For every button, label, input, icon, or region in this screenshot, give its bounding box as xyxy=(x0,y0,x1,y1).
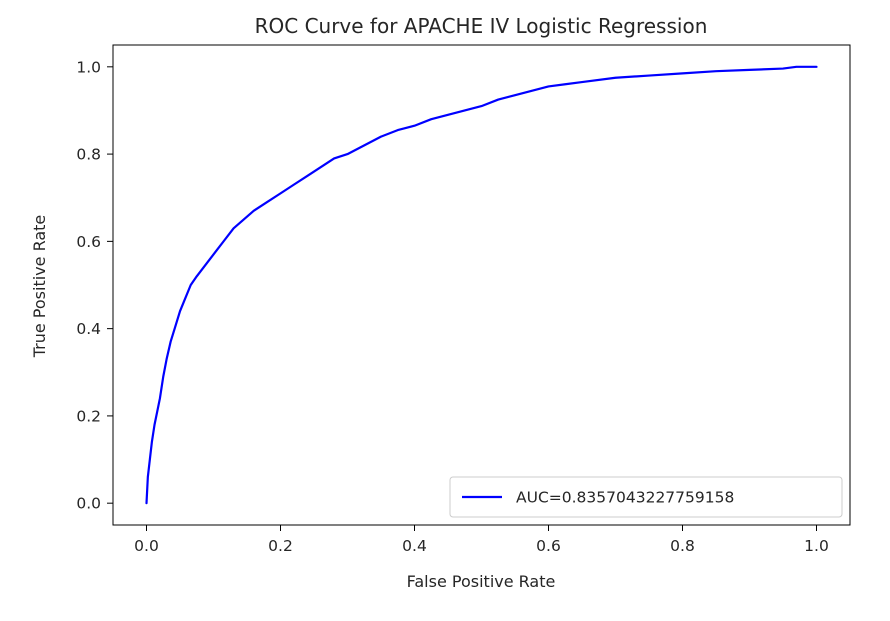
x-tick-label: 0.4 xyxy=(402,537,427,555)
x-axis-label: False Positive Rate xyxy=(407,572,556,591)
x-tick-label: 0.2 xyxy=(268,537,293,555)
legend: AUC=0.8357043227759158 xyxy=(449,476,843,518)
axes-frame xyxy=(112,44,851,526)
chart-title: ROC Curve for APACHE IV Logistic Regress… xyxy=(255,14,708,38)
y-tick-label: 0.6 xyxy=(76,233,101,251)
legend-label: AUC=0.8357043227759158 xyxy=(516,489,734,507)
y-tick-label: 1.0 xyxy=(76,58,101,76)
plot-area: 0.0 0.2 0.4 0.6 0.8 1.0 0.0 0.2 0.4 0.6 0.8 1.0 AUC=… xyxy=(76,44,851,555)
y-tick-label: 0.4 xyxy=(76,320,101,338)
y-tick-label: 0.2 xyxy=(76,407,101,425)
x-tick-label: 0.8 xyxy=(670,537,695,555)
legend-box xyxy=(449,476,843,518)
x-tick-label: 0.0 xyxy=(134,537,159,555)
y-tick-label: 0.8 xyxy=(76,146,101,164)
x-tick-label: 1.0 xyxy=(804,537,829,555)
x-tick-label: 0.6 xyxy=(536,537,561,555)
y-tick-label: 0.0 xyxy=(76,495,101,513)
roc-curve-line xyxy=(145,65,818,505)
y-axis-label: True Positive Rate xyxy=(30,215,49,359)
